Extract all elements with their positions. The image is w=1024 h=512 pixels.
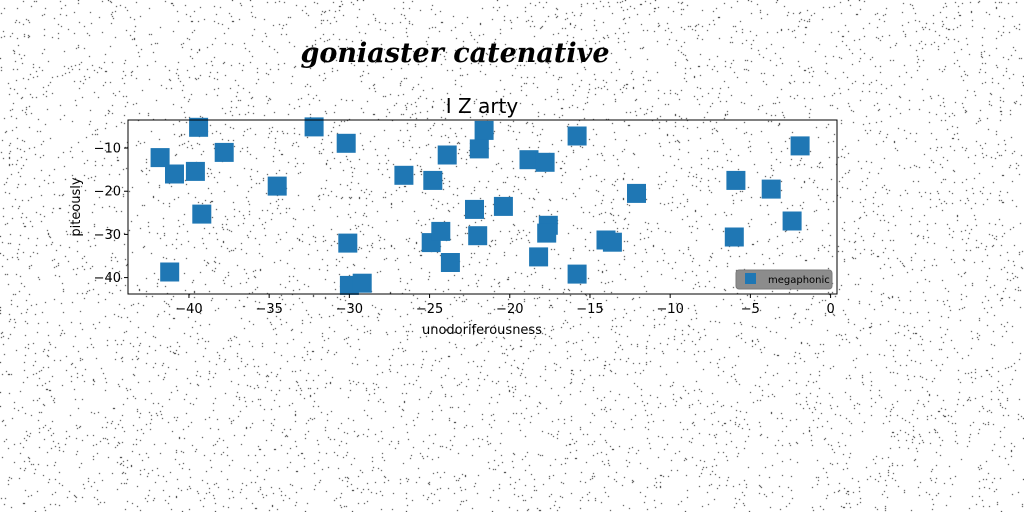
y-axis-label: piteously — [69, 177, 84, 237]
data-point — [423, 170, 443, 190]
data-point — [267, 176, 287, 196]
data-point — [519, 150, 539, 170]
data-point — [761, 179, 781, 199]
data-point — [602, 232, 622, 252]
x-tick-label: 0 — [826, 302, 834, 317]
data-point — [150, 148, 170, 168]
plot-frame — [127, 119, 838, 295]
x-tick-label: −40 — [175, 302, 202, 317]
y-axis-ticks: −40 −30 −20 −10 — [94, 142, 128, 286]
y-tick-label: −40 — [94, 271, 121, 286]
y-tick-label: −10 — [94, 142, 121, 157]
x-axis-label: unodoriferousness — [422, 323, 542, 338]
data-point — [440, 253, 460, 272]
legend-marker — [745, 273, 756, 284]
data-point — [782, 211, 802, 231]
data-point — [185, 161, 205, 181]
chart-title: I Z arty — [446, 94, 519, 118]
data-point — [214, 142, 234, 162]
x-tick-label: −25 — [416, 302, 443, 317]
data-point — [493, 196, 513, 216]
y-tick-label: −20 — [94, 185, 121, 200]
x-tick-label: −10 — [656, 302, 683, 317]
data-point — [431, 221, 451, 241]
figure-suptitle: goniaster catenative — [300, 38, 609, 69]
data-point — [726, 170, 746, 190]
legend: megaphonic — [735, 269, 833, 290]
data-point — [437, 145, 457, 165]
data-point — [567, 264, 587, 284]
data-point — [469, 139, 489, 159]
x-tick-label: −5 — [741, 302, 760, 317]
data-point — [304, 117, 324, 137]
data-point — [529, 247, 549, 267]
data-point — [465, 199, 484, 219]
data-point — [627, 183, 646, 203]
data-point — [160, 262, 180, 282]
data-point — [790, 136, 810, 156]
data-point — [189, 117, 209, 137]
legend-label: megaphonic — [768, 275, 830, 286]
x-tick-label: −30 — [336, 302, 363, 317]
data-point — [724, 227, 744, 247]
y-tick-label: −30 — [94, 228, 121, 243]
data-point — [192, 204, 212, 224]
data-point — [336, 133, 356, 153]
x-axis-ticks: −40 −35 −30 −25 −20 −15 −10 −5 0 — [175, 294, 835, 317]
data-point — [338, 233, 358, 253]
data-point — [352, 273, 372, 293]
data-point — [567, 126, 587, 146]
legend-box — [735, 269, 833, 290]
data-point — [394, 165, 414, 185]
data-point — [468, 226, 488, 246]
data-point — [474, 120, 494, 140]
data-point — [535, 152, 555, 172]
x-tick-label: −20 — [496, 302, 523, 317]
x-tick-label: −15 — [576, 302, 603, 317]
x-tick-label: −35 — [255, 302, 282, 317]
data-points — [150, 117, 810, 295]
data-point — [537, 223, 557, 243]
data-point — [165, 164, 184, 184]
